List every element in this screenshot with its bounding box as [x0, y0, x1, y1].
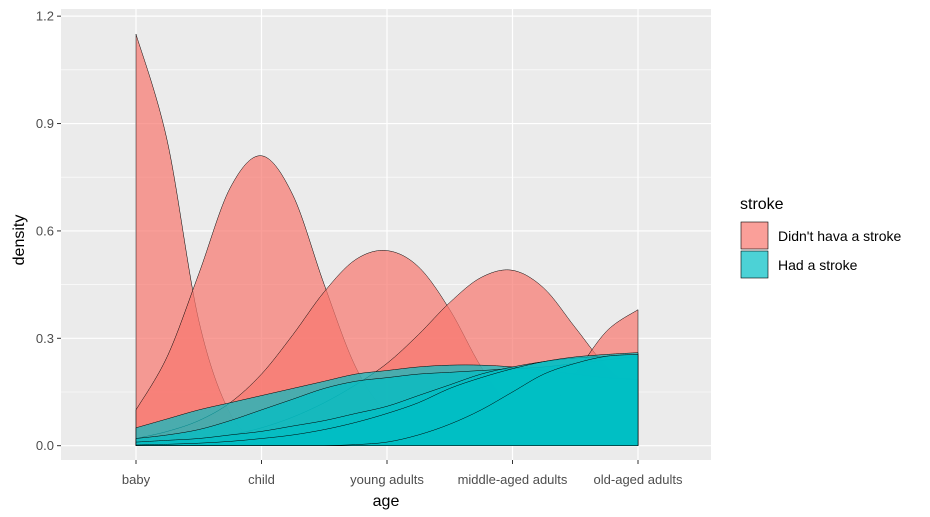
- x-tick-label-baby: baby: [122, 472, 151, 487]
- legend-label-had-stroke: Had a stroke: [778, 257, 858, 273]
- x-tick-label-young-adults: young adults: [350, 472, 424, 487]
- y-tick-label: 1.2: [36, 9, 54, 24]
- y-tick-label: 0.0: [36, 438, 54, 453]
- density-area-had-a-stroke-old-aged-adults: [135, 354, 639, 446]
- legend-title: stroke: [740, 196, 784, 213]
- x-tick-label-old-aged-adults: old-aged adults: [594, 472, 683, 487]
- legend-key-had-stroke: [740, 250, 769, 279]
- x-axis: baby child young adults middle-aged adults o…: [122, 460, 683, 487]
- y-axis-title: density: [11, 215, 28, 266]
- y-tick-label: 0.3: [36, 331, 54, 346]
- y-tick-label: 0.6: [36, 223, 54, 238]
- x-tick-label-middle-aged-adults: middle-aged adults: [458, 472, 568, 487]
- legend: stroke Didn't hava a stroke Had a stroke: [740, 196, 902, 279]
- y-tick-label: 0.9: [36, 116, 54, 131]
- x-tick-label-child: child: [248, 472, 275, 487]
- legend-label-didnt-have-stroke: Didn't hava a stroke: [778, 228, 902, 244]
- legend-key-didnt-have-stroke: [740, 221, 769, 250]
- x-axis-title: age: [373, 493, 400, 510]
- density-areas: [135, 33, 639, 446]
- y-axis: 0.0 0.3 0.6 0.9 1.2: [36, 9, 61, 453]
